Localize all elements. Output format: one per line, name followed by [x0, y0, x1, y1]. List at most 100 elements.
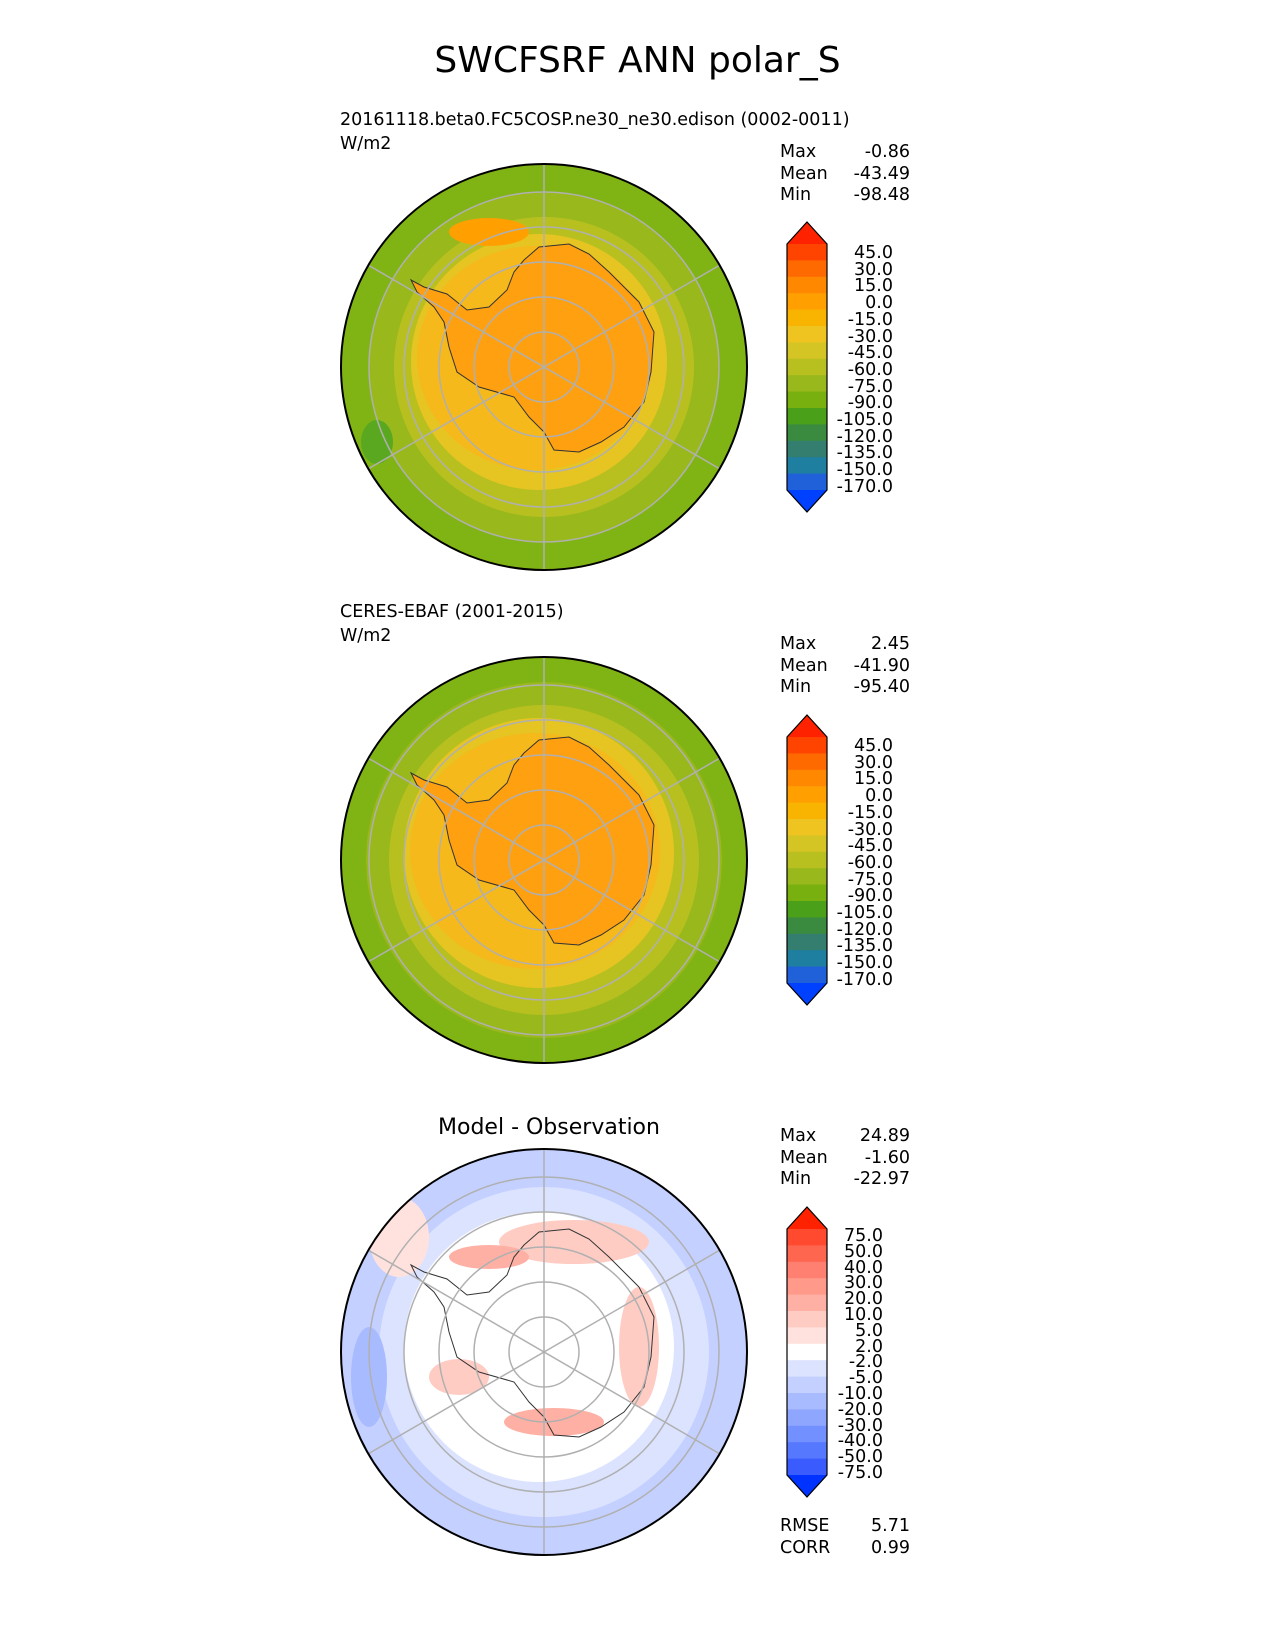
colorbar-tick-label: -30.0 [847, 819, 893, 840]
colorbar-tick-label: -45.0 [847, 343, 893, 364]
colorbar-segment [787, 1343, 827, 1361]
colorbar-tick-label: -15.0 [847, 309, 893, 330]
colorbar-tick-label: 75.0 [844, 1226, 883, 1246]
colorbar-segment [787, 358, 827, 376]
rmse-label: RMSE [780, 1516, 830, 1536]
colorbar-tick-label: -135.0 [836, 936, 893, 957]
colorbar-outline [786, 714, 828, 1006]
graticule [367, 657, 721, 1063]
stat-mean-label: Mean [780, 163, 828, 184]
stat-max-value: 2.45 [871, 634, 910, 654]
colorbar-segment [787, 260, 827, 278]
colorbar-tick-label: -60.0 [847, 852, 893, 873]
colorbar-segment [787, 1229, 827, 1246]
panel1-subtitle: 20161118.beta0.FC5COSP.ne30_ne30.edison … [340, 110, 850, 130]
colorbar-segment [787, 1327, 827, 1345]
colorbar-tick-label: 5.0 [855, 1320, 883, 1341]
colorbar-tick-label: -5.0 [848, 1368, 883, 1389]
colorbar-segment [787, 440, 827, 458]
panel1-colorbar-ticks: 45.0 30.0 15.0 0.0 -15.0 -30.0 -45.0 -60.0 -75.0… [823, 243, 893, 497]
stat-mean-value: -1.60 [864, 1147, 910, 1168]
colorbar-tick-label: -150.0 [836, 460, 893, 481]
colorbar-segment [787, 293, 827, 311]
colorbar-segment [787, 819, 827, 836]
stat-min-label: Min [780, 1169, 812, 1189]
colorbar-segment [787, 737, 827, 754]
colorbar-segment [787, 1294, 827, 1312]
stat-mean-value: -43.49 [853, 163, 910, 184]
colorbar-tick-label: 50.0 [844, 1241, 883, 1262]
colorbar-tick-label: -90.0 [847, 393, 893, 414]
colorbar-tick-label: -30.0 [837, 1415, 883, 1436]
colorbar-tick-label: -75.0 [847, 869, 893, 890]
colorbar-tick-label: -10.0 [837, 1383, 883, 1404]
colorbar-tick-label: -105.0 [836, 903, 893, 924]
colorbar-segment [787, 1442, 827, 1460]
colorbar-segment [787, 802, 827, 820]
map-boundary [340, 1148, 748, 1556]
colorbar-segment [787, 1311, 827, 1328]
colorbar-outline [786, 221, 828, 513]
colorbar-segment [787, 851, 827, 869]
colorbar-segment [787, 1393, 827, 1410]
panel1-colorbar [786, 221, 828, 513]
corr-value: 0.99 [871, 1537, 910, 1558]
colorbar-segment [787, 1278, 827, 1296]
colorbar-segment [787, 408, 827, 425]
panel1-units: W/m2 [340, 134, 392, 154]
panel2-colorbar [786, 714, 828, 1006]
colorbar-segment [787, 391, 827, 409]
colorbar-extend-min [787, 490, 827, 512]
colorbar-tick-label: 30.0 [854, 752, 893, 773]
colorbar-extend-min [787, 983, 827, 1005]
colorbar-segment [787, 473, 827, 491]
colorbar-tick-label: -40.0 [837, 1431, 883, 1452]
colorbar-extend-max [787, 1207, 827, 1229]
colorbar-tick-label: -45.0 [847, 836, 893, 857]
panel3-metrics: RMSE 5.71 CORR 0.99 [780, 1516, 910, 1559]
diff-warm-patch [499, 1220, 649, 1264]
rmse-value: 5.71 [871, 1516, 910, 1536]
stat-mean-label: Mean [780, 655, 828, 676]
antarctica-outline [409, 736, 655, 946]
colorbar-segment [787, 1409, 827, 1427]
colorbar-tick-label: -120.0 [836, 426, 893, 447]
colorbar-segment [787, 309, 827, 327]
panel3-colorbar-ticks: 75.0 50.0 40.0 30.0 20.0 10.0 5.0 2.0 -2.0 -5.0 -1… [813, 1226, 883, 1482]
colorbar-tick-label: 15.0 [854, 769, 893, 790]
stat-mean-label: Mean [780, 1147, 828, 1168]
colorbar-segment [787, 424, 827, 442]
colorbar-tick-label: -170.0 [836, 476, 893, 497]
colorbar-tick-label: -60.0 [847, 359, 893, 380]
colorbar-outline [786, 1206, 828, 1498]
colorbar-tick-label: -20.0 [837, 1399, 883, 1420]
colorbar-segment [787, 1360, 827, 1378]
colorbar-tick-label: -170.0 [836, 969, 893, 990]
stat-min-value: -95.40 [853, 677, 910, 697]
colorbar-tick-label: -135.0 [836, 443, 893, 464]
colorbar-segment [787, 276, 827, 294]
colorbar-tick-label: 45.0 [854, 243, 893, 263]
colorbar-segment [787, 835, 827, 853]
corr-label: CORR [780, 1537, 831, 1558]
colorbar-segment [787, 1376, 827, 1394]
main-title: SWCFSRF ANN polar_S [434, 40, 841, 81]
colorbar-segment [787, 326, 827, 343]
panel3-colorbar [786, 1206, 828, 1498]
panel2-units: W/m2 [340, 626, 392, 646]
colorbar-segment [787, 1458, 827, 1476]
stat-mean-value: -41.90 [853, 655, 910, 676]
stat-max-value: -0.86 [864, 142, 910, 162]
panel2-colorbar-ticks: 45.0 30.0 15.0 0.0 -15.0 -30.0 -45.0 -60.0 -75.0… [823, 737, 893, 990]
field-cool-patch [361, 420, 393, 464]
graticule [367, 164, 721, 570]
antarctica-outline [409, 243, 655, 453]
colorbar-tick-label: -150.0 [836, 953, 893, 974]
colorbar-tick-label: 0.0 [865, 293, 893, 314]
colorbar-extend-max [787, 222, 827, 244]
colorbar-segment [787, 884, 827, 902]
colorbar-segment [787, 901, 827, 918]
field-warm-patch [449, 218, 529, 246]
colorbar-tick-label: 30.0 [844, 1273, 883, 1294]
antarctica-outline [409, 1228, 655, 1438]
